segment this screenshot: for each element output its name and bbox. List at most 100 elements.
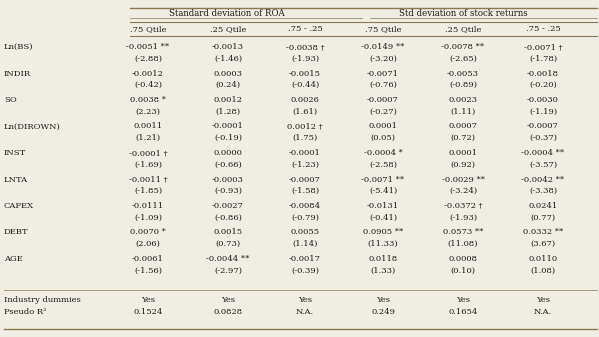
Text: -0.0111: -0.0111	[132, 202, 164, 210]
Text: SO: SO	[4, 96, 17, 104]
Text: .25 Qtile: .25 Qtile	[445, 25, 481, 33]
Text: AGE: AGE	[4, 255, 23, 263]
Text: 0.0008: 0.0008	[449, 255, 477, 263]
Text: INST: INST	[4, 149, 26, 157]
Text: -0.0017: -0.0017	[289, 255, 321, 263]
Text: (-1.09): (-1.09)	[134, 214, 162, 221]
Text: 0.0011: 0.0011	[134, 123, 162, 130]
Text: (-0.42): (-0.42)	[134, 81, 162, 89]
Text: Pseudo R²: Pseudo R²	[4, 308, 46, 316]
Text: (-3.38): (-3.38)	[529, 187, 557, 195]
Text: (-1.19): (-1.19)	[529, 108, 557, 116]
Text: (0.24): (0.24)	[216, 81, 241, 89]
Text: 0.0007: 0.0007	[449, 123, 477, 130]
Text: (11.08): (11.08)	[447, 240, 478, 248]
Text: .75 - .25: .75 - .25	[288, 25, 322, 33]
Text: -0.0061: -0.0061	[132, 255, 164, 263]
Text: (-0.39): (-0.39)	[291, 267, 319, 275]
Text: -0.0029 **: -0.0029 **	[441, 176, 485, 184]
Text: (-0.37): (-0.37)	[529, 134, 557, 142]
Text: 0.0038 *: 0.0038 *	[130, 96, 166, 104]
Text: (1.75): (1.75)	[292, 134, 317, 142]
Text: (-0.79): (-0.79)	[291, 214, 319, 221]
Text: (-5.41): (-5.41)	[369, 187, 397, 195]
Text: (-3.57): (-3.57)	[529, 160, 557, 168]
Text: CAPEX: CAPEX	[4, 202, 34, 210]
Text: (-0.41): (-0.41)	[369, 214, 397, 221]
Text: 0.0070 *: 0.0070 *	[130, 228, 166, 237]
Text: (-2.65): (-2.65)	[449, 55, 477, 62]
Text: Industry dummies: Industry dummies	[4, 296, 81, 304]
Text: -0.0001 †: -0.0001 †	[129, 149, 167, 157]
Text: (1.11): (1.11)	[450, 108, 476, 116]
Text: -0.0053: -0.0053	[447, 69, 479, 78]
Text: (2.23): (2.23)	[135, 108, 161, 116]
Text: 0.0055: 0.0055	[291, 228, 319, 237]
Text: 0.1524: 0.1524	[134, 308, 163, 316]
Text: -0.0011 †: -0.0011 †	[129, 176, 167, 184]
Text: -0.0372 †: -0.0372 †	[444, 202, 482, 210]
Text: (-0.86): (-0.86)	[214, 214, 242, 221]
Text: Yes: Yes	[456, 296, 470, 304]
Text: Standard deviation of ROA: Standard deviation of ROA	[169, 9, 285, 19]
Text: -0.0038 †: -0.0038 †	[286, 43, 325, 51]
Text: -0.0030: -0.0030	[527, 96, 559, 104]
Text: (1.28): (1.28)	[216, 108, 241, 116]
Text: DEBT: DEBT	[4, 228, 29, 237]
Text: (-1.56): (-1.56)	[134, 267, 162, 275]
Text: Yes: Yes	[298, 296, 312, 304]
Text: (-1.93): (-1.93)	[291, 55, 319, 62]
Text: 0.0012 †: 0.0012 †	[287, 123, 323, 130]
Text: (-1.58): (-1.58)	[291, 187, 319, 195]
Text: .75 Qtile: .75 Qtile	[130, 25, 167, 33]
Text: -0.0007: -0.0007	[527, 123, 559, 130]
Text: 0.0241: 0.0241	[528, 202, 558, 210]
Text: (0.77): (0.77)	[531, 214, 555, 221]
Text: -0.0044 **: -0.0044 **	[206, 255, 250, 263]
Text: (-1.69): (-1.69)	[134, 160, 162, 168]
Text: 0.0905 **: 0.0905 **	[363, 228, 403, 237]
Text: .25 Qtile: .25 Qtile	[210, 25, 246, 33]
Text: 0.0000: 0.0000	[214, 149, 243, 157]
Text: (-0.89): (-0.89)	[449, 81, 477, 89]
Text: 0.0110: 0.0110	[528, 255, 558, 263]
Text: -0.0027: -0.0027	[212, 202, 244, 210]
Text: -0.0042 **: -0.0042 **	[522, 176, 565, 184]
Text: (0.05): (0.05)	[371, 134, 395, 142]
Text: (-1.46): (-1.46)	[214, 55, 242, 62]
Text: -0.0001: -0.0001	[212, 123, 244, 130]
Text: -0.0018: -0.0018	[527, 69, 559, 78]
Text: (-3.24): (-3.24)	[449, 187, 477, 195]
Text: -0.0007: -0.0007	[367, 96, 399, 104]
Text: (-0.44): (-0.44)	[291, 81, 319, 89]
Text: (1.14): (1.14)	[292, 240, 317, 248]
Text: 0.0026: 0.0026	[291, 96, 319, 104]
Text: 0.0573 **: 0.0573 **	[443, 228, 483, 237]
Text: 0.0001: 0.0001	[449, 149, 477, 157]
Text: LNTA: LNTA	[4, 176, 28, 184]
Text: -0.0149 **: -0.0149 **	[361, 43, 405, 51]
Text: (-2.58): (-2.58)	[369, 160, 397, 168]
Text: 0.0023: 0.0023	[449, 96, 477, 104]
Text: (-0.27): (-0.27)	[369, 108, 397, 116]
Text: -0.0078 **: -0.0078 **	[441, 43, 485, 51]
Text: N.A.: N.A.	[534, 308, 552, 316]
Text: (-1.78): (-1.78)	[529, 55, 557, 62]
Text: 0.0012: 0.0012	[213, 96, 243, 104]
Text: INDIR: INDIR	[4, 69, 31, 78]
Text: Std deviation of stock returns: Std deviation of stock returns	[398, 9, 527, 19]
Text: N.A.: N.A.	[296, 308, 314, 316]
Text: -0.0004 **: -0.0004 **	[522, 149, 565, 157]
Text: Yes: Yes	[141, 296, 155, 304]
Text: (-1.23): (-1.23)	[291, 160, 319, 168]
Text: Ln(DIROWN): Ln(DIROWN)	[4, 123, 60, 130]
Text: -0.0004 *: -0.0004 *	[364, 149, 403, 157]
Text: .75 - .25: .75 - .25	[526, 25, 561, 33]
Text: (-2.97): (-2.97)	[214, 267, 242, 275]
Text: 0.249: 0.249	[371, 308, 395, 316]
Text: -0.0051 **: -0.0051 **	[126, 43, 170, 51]
Text: (0.10): (0.10)	[450, 267, 476, 275]
Text: (11.33): (11.33)	[368, 240, 398, 248]
Text: -0.0071: -0.0071	[367, 69, 399, 78]
Text: 0.0015: 0.0015	[213, 228, 243, 237]
